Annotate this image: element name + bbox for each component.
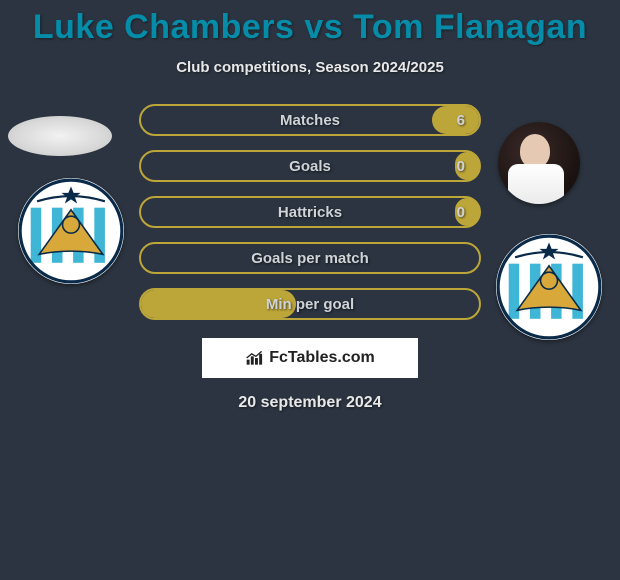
stat-value-right: 0: [457, 158, 465, 175]
stat-value-right: 0: [457, 204, 465, 221]
date-label: 20 september 2024: [0, 394, 620, 412]
stat-row: Goals per match: [139, 242, 481, 274]
brand-box[interactable]: FcTables.com: [202, 338, 418, 378]
brand-chart-icon: [245, 349, 265, 367]
stat-row: Matches6: [139, 104, 481, 136]
stat-row: Hattricks0: [139, 196, 481, 228]
subtitle: Club competitions, Season 2024/2025: [0, 59, 620, 76]
brand-text: FcTables.com: [269, 349, 375, 367]
stat-label: Hattricks: [141, 204, 479, 221]
stat-label: Min per goal: [141, 296, 479, 313]
stat-label: Goals per match: [141, 250, 479, 267]
stat-label: Matches: [141, 112, 479, 129]
player-right-club-badge: [496, 234, 602, 340]
stat-label: Goals: [141, 158, 479, 175]
club-badge-icon: [496, 234, 602, 340]
player-left-avatar: [8, 116, 112, 156]
stat-row: Goals0: [139, 150, 481, 182]
page-title: Luke Chambers vs Tom Flanagan: [0, 0, 620, 47]
player-left-club-badge: [18, 178, 124, 284]
stat-row: Min per goal: [139, 288, 481, 320]
club-badge-icon: [18, 178, 124, 284]
stat-value-right: 6: [457, 112, 465, 129]
player-right-avatar: [498, 122, 580, 204]
